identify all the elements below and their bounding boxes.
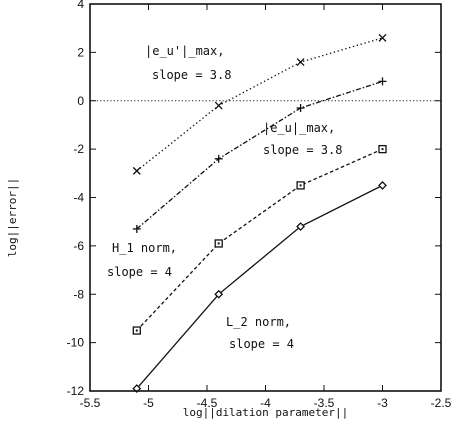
annotation-l2-slope: slope = 4 bbox=[229, 337, 294, 351]
series-line-h-1-norm bbox=[136, 148, 383, 331]
series-line-e-u-max bbox=[136, 37, 383, 172]
y-tick-label: -4 bbox=[73, 191, 84, 205]
y-tick-label: -12 bbox=[67, 384, 85, 398]
data-point-e-u-max bbox=[132, 224, 141, 233]
plot-frame bbox=[89, 3, 442, 392]
x-tick-label: -2.5 bbox=[431, 396, 452, 410]
data-point-h-1-norm bbox=[378, 144, 387, 154]
y-tick-label: 0 bbox=[77, 94, 84, 108]
data-point-e-u-max bbox=[378, 77, 387, 86]
y-tick-label: 4 bbox=[77, 0, 84, 11]
y-tick-label: -10 bbox=[67, 336, 85, 350]
annotation-eu-slope: slope = 3.8 bbox=[263, 143, 342, 157]
y-axis-label: log||error|| bbox=[6, 178, 19, 257]
annotation-h1-slope: slope = 4 bbox=[107, 265, 172, 279]
data-point-h-1-norm bbox=[132, 326, 141, 335]
annotation-eu-prime-label: |e_u'|_max, bbox=[145, 44, 224, 58]
x-tick-label: -5 bbox=[143, 396, 154, 410]
annotation-eu-label: |e_u|_max, bbox=[263, 121, 335, 135]
data-point-h-1-norm bbox=[296, 181, 305, 190]
x-axis-label: log||dilation parameter|| bbox=[183, 406, 349, 419]
x-tick-label: -3 bbox=[377, 396, 388, 410]
data-point-h-1-norm bbox=[214, 239, 223, 248]
annotation-l2-label: L_2 norm, bbox=[226, 315, 291, 329]
data-point-e-u-max bbox=[214, 154, 223, 163]
annotation-eu-prime-slope: slope = 3.8 bbox=[152, 68, 231, 82]
data-point-l-2-norm bbox=[214, 289, 224, 299]
data-point-e-u-max bbox=[378, 33, 387, 42]
x-tick-label: -4 bbox=[260, 396, 271, 410]
x-tick-label: -4.5 bbox=[197, 396, 218, 410]
x-tick-label: -5.5 bbox=[80, 396, 101, 410]
data-point-e-u-max bbox=[296, 58, 305, 67]
y-tick-label: 2 bbox=[77, 45, 84, 59]
data-point-l-2-norm bbox=[296, 222, 306, 231]
series-line-l-2-norm bbox=[136, 184, 383, 390]
data-point-l-2-norm bbox=[378, 180, 387, 190]
data-point-e-u-max bbox=[132, 166, 141, 175]
x-tick-label: -3.5 bbox=[314, 396, 335, 410]
data-point-e-u-max bbox=[296, 104, 305, 113]
annotation-h1-label: H_1 norm, bbox=[112, 241, 177, 255]
series-line-e-u-max bbox=[136, 80, 383, 230]
y-tick-label: -2 bbox=[73, 142, 84, 156]
y-tick-label: -8 bbox=[73, 287, 84, 301]
y-tick-label: -6 bbox=[73, 239, 84, 253]
data-point-e-u-max bbox=[214, 101, 223, 110]
